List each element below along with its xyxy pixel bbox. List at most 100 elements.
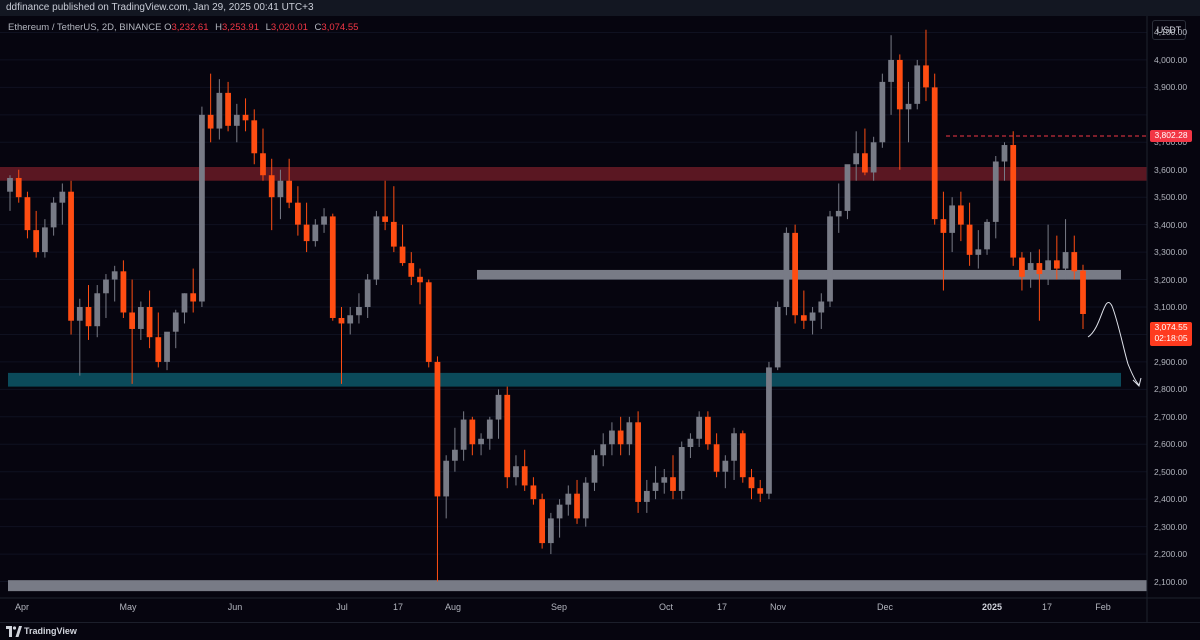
tradingview-brand: TradingView [24,626,77,636]
candle [33,210,40,258]
time-axis-label: 17 [1041,602,1053,612]
candle-body [172,312,179,332]
candle [809,307,816,335]
price-axis-label: 2,800.00 [1154,384,1188,395]
candle-body [347,315,354,324]
candle [155,312,162,368]
candle-body [521,466,528,486]
candle [199,106,205,307]
candle-body [818,301,825,313]
low-label: L [265,22,271,33]
candle-body [539,499,546,544]
time-axis-label: May [119,602,137,612]
candle-body [111,271,118,280]
candle-body [137,307,144,329]
candle-body [408,263,415,277]
candle [190,268,197,313]
candle-body [76,307,83,321]
candle [286,158,293,209]
candle-body [739,433,746,478]
candle [24,191,31,239]
candle [1001,142,1008,181]
candle [42,219,48,258]
candle-body [783,232,790,307]
currency-button[interactable]: USDT [1152,20,1186,40]
candle-body [966,224,973,255]
low-value: 3,020.01 [270,22,308,33]
candle [635,411,641,513]
candle-body [190,293,197,302]
candle [739,430,746,483]
projection-arrow-head [1132,377,1142,387]
candle [1010,131,1017,266]
time-axis-label: Jul [336,602,348,612]
candle [172,309,179,349]
price-chart[interactable] [0,16,1200,622]
candle [923,29,929,102]
candle-body [923,65,929,88]
time-axis-label: 17 [716,602,728,612]
candle-body [268,175,275,198]
candle [949,197,956,253]
candle [678,441,685,500]
price-axis-label: 2,400.00 [1154,494,1188,505]
price-axis-label: 3,200.00 [1154,274,1188,285]
candle-body [452,449,458,461]
candle [774,301,781,371]
candle-body [626,422,633,445]
time-axis-label: Oct [658,602,674,612]
candle [1045,224,1051,286]
candle [329,213,336,321]
time-axis-label: Nov [769,602,787,612]
footer-bar: TradingView [0,622,1200,640]
candle-body [120,271,127,313]
current-price-badge: 3,074.55 02:18:05 [1150,322,1192,346]
candle-body [85,307,92,327]
candle [504,386,511,489]
candle [521,449,528,491]
time-axis-label: Aug [444,602,462,612]
symbol-name[interactable]: Ethereum / TetherUS, 2D, BINANCE [8,22,162,33]
candle [513,455,519,486]
candle [460,411,467,461]
candle-body [888,59,894,82]
candle-body [495,394,502,420]
candle-body [199,114,205,302]
candle [425,279,432,368]
candle [294,186,301,236]
candle [356,293,362,324]
candle [146,290,153,349]
candle [705,411,711,450]
symbol-info[interactable]: Ethereum / TetherUS, 2D, BINANCE O3,232.… [8,22,362,33]
candle-body [957,205,964,225]
chart-area[interactable]: Ethereum / TetherUS, 2D, BINANCE O3,232.… [0,16,1200,622]
candle-body [722,460,729,472]
candle [469,416,476,456]
candle [722,455,729,489]
candle [539,493,546,549]
candle [277,169,284,220]
candle-body [486,419,493,439]
candle [792,224,799,324]
candle [312,219,319,247]
candle-body [766,367,772,494]
time-axis-label: 17 [392,602,404,612]
candle-body [757,488,764,494]
candle [931,73,938,225]
candle-body [556,504,563,519]
time-axis-label: Feb [1095,602,1111,612]
time-axis-label: Sep [550,602,568,612]
candle [321,208,327,233]
candle [984,219,990,255]
pivot-zone [477,269,1121,280]
candle-body [233,114,240,126]
candle [818,293,825,329]
price-axis-label: 3,100.00 [1154,302,1188,312]
candle-body [1080,270,1086,314]
price-axis-label: 3,400.00 [1154,219,1188,230]
candle-body [373,216,380,280]
candle-body [609,430,615,445]
candle-body [294,202,301,225]
candle [661,468,668,494]
candle [181,293,188,324]
